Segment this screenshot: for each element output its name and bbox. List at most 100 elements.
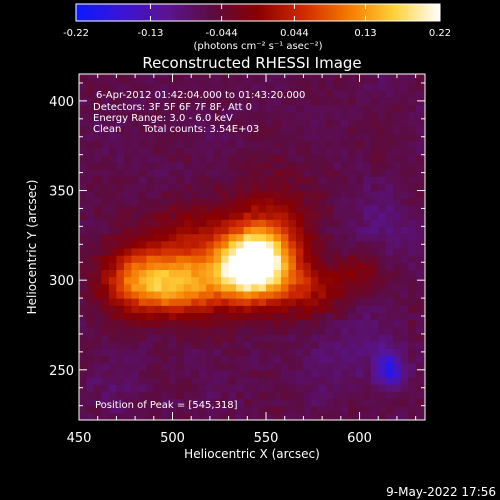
heatmap-cell	[378, 348, 387, 357]
heatmap-cell	[116, 269, 125, 278]
heatmap-cell	[206, 341, 215, 349]
x-tick-label: 600	[347, 431, 372, 446]
heatmap-cell	[295, 219, 305, 227]
heatmap-cell	[251, 412, 260, 420]
heatmap-cell	[340, 269, 349, 278]
heatmap-cell	[318, 204, 327, 213]
heatmap-cell	[146, 82, 155, 91]
heatmap-cell	[288, 204, 297, 213]
heatmap-cell	[198, 90, 207, 98]
heatmap-cell	[116, 226, 125, 235]
heatmap-cell	[161, 298, 170, 306]
heatmap-cell	[370, 276, 379, 285]
heatmap-cell	[79, 348, 88, 357]
heatmap-cell	[108, 247, 118, 256]
heatmap-cell	[243, 118, 252, 127]
heatmap-cell	[191, 255, 200, 263]
heatmap-cell	[176, 255, 185, 263]
heatmap-cell	[79, 262, 88, 271]
heatmap-cell	[355, 348, 364, 357]
heatmap-cell	[146, 133, 155, 141]
heatmap-cell	[363, 333, 372, 342]
heatmap-cell	[340, 398, 349, 407]
heatmap-cell	[108, 398, 118, 407]
heatmap-cell	[138, 398, 147, 407]
heatmap-cell	[123, 104, 132, 113]
heatmap-cell	[340, 405, 349, 414]
heatmap-cell	[191, 147, 200, 156]
heatmap-cell	[221, 269, 230, 278]
heatmap-cell	[266, 276, 275, 285]
heatmap-cell	[423, 226, 425, 235]
heatmap-cell	[280, 82, 290, 91]
heatmap-cell	[385, 82, 394, 91]
heatmap-cell	[251, 355, 260, 364]
heatmap-cell	[161, 333, 170, 342]
heatmap-cell	[393, 255, 402, 263]
heatmap-cell	[251, 111, 260, 120]
heatmap-cell	[146, 305, 155, 314]
heatmap-cell	[206, 183, 215, 192]
heatmap-cell	[258, 190, 267, 199]
heatmap-cell	[79, 269, 88, 278]
heatmap-cell	[131, 298, 140, 306]
heatmap-cell	[183, 298, 192, 306]
heatmap-cell	[370, 398, 379, 407]
heatmap-cell	[131, 140, 140, 149]
x-axis-label: Heliocentric X (arcsec)	[184, 447, 320, 461]
heatmap-cell	[168, 97, 177, 106]
heatmap-cell	[363, 405, 372, 414]
heatmap-cell	[273, 233, 282, 242]
heatmap-cell	[93, 111, 103, 120]
heatmap-cell	[310, 219, 319, 227]
heatmap-cell	[378, 290, 387, 299]
heatmap-cell	[236, 233, 245, 242]
heatmap-cell	[93, 247, 103, 256]
heatmap-cell	[79, 147, 88, 156]
heatmap-image	[79, 74, 425, 420]
heatmap-cell	[400, 154, 409, 163]
heatmap-cell	[191, 118, 200, 127]
heatmap-cell	[86, 147, 95, 156]
heatmap-cell	[86, 283, 95, 292]
heatmap-cell	[198, 283, 207, 292]
heatmap-cell	[288, 326, 297, 335]
heatmap-cell	[310, 97, 319, 106]
heatmap-cell	[393, 219, 402, 227]
heatmap-cell	[243, 348, 252, 357]
heatmap-cell	[310, 226, 319, 235]
heatmap-cell	[378, 341, 387, 349]
heatmap-cell	[198, 147, 207, 156]
heatmap-cell	[213, 111, 222, 120]
heatmap-cell	[348, 176, 357, 184]
heatmap-cell	[213, 384, 222, 392]
heatmap-cell	[378, 74, 387, 77]
heatmap-cell	[333, 169, 342, 177]
heatmap-cell	[153, 140, 162, 149]
heatmap-cell	[93, 262, 103, 271]
heatmap-cell	[280, 226, 290, 235]
heatmap-cell	[176, 355, 185, 364]
heatmap-cell	[378, 90, 387, 98]
heatmap-cell	[408, 97, 417, 106]
heatmap-cell	[393, 362, 402, 371]
heatmap-cell	[101, 118, 110, 127]
heatmap-cell	[370, 233, 379, 242]
heatmap-cell	[273, 362, 282, 371]
heatmap-cell	[273, 319, 282, 328]
heatmap-cell	[318, 219, 327, 227]
heatmap-cell	[213, 183, 222, 192]
heatmap-cell	[408, 326, 417, 335]
heatmap-cell	[363, 104, 372, 113]
heatmap-cell	[168, 219, 177, 227]
heatmap-cell	[176, 341, 185, 349]
heatmap-cell	[310, 348, 319, 357]
heatmap-cell	[251, 204, 260, 213]
heatmap-cell	[355, 398, 364, 407]
heatmap-cell	[355, 391, 364, 400]
heatmap-cell	[266, 233, 275, 242]
heatmap-cell	[101, 176, 110, 184]
heatmap-cell	[228, 290, 237, 299]
heatmap-cell	[385, 355, 394, 364]
heatmap-cell	[280, 197, 290, 206]
